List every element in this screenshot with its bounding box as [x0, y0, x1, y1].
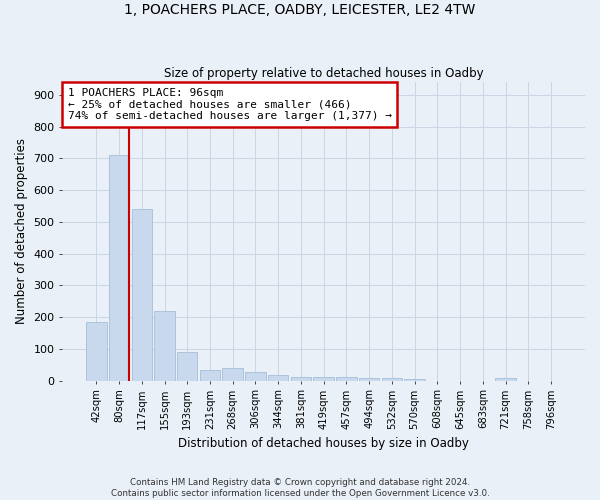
Bar: [177, 352, 197, 380]
Bar: [200, 370, 220, 380]
Bar: [359, 378, 379, 380]
Bar: [336, 378, 356, 380]
Text: 1, POACHERS PLACE, OADBY, LEICESTER, LE2 4TW: 1, POACHERS PLACE, OADBY, LEICESTER, LE2…: [124, 2, 476, 16]
Bar: [382, 378, 402, 380]
Bar: [223, 368, 243, 380]
Bar: [245, 372, 266, 380]
Text: 1 POACHERS PLACE: 96sqm
← 25% of detached houses are smaller (466)
74% of semi-d: 1 POACHERS PLACE: 96sqm ← 25% of detache…: [68, 88, 392, 121]
Bar: [154, 311, 175, 380]
Title: Size of property relative to detached houses in Oadby: Size of property relative to detached ho…: [164, 66, 484, 80]
Bar: [404, 378, 425, 380]
Bar: [290, 377, 311, 380]
Bar: [109, 155, 129, 380]
X-axis label: Distribution of detached houses by size in Oadby: Distribution of detached houses by size …: [178, 437, 469, 450]
Text: Contains HM Land Registry data © Crown copyright and database right 2024.
Contai: Contains HM Land Registry data © Crown c…: [110, 478, 490, 498]
Bar: [268, 375, 289, 380]
Bar: [313, 378, 334, 380]
Bar: [86, 322, 107, 380]
Bar: [131, 209, 152, 380]
Bar: [496, 378, 516, 380]
Y-axis label: Number of detached properties: Number of detached properties: [15, 138, 28, 324]
